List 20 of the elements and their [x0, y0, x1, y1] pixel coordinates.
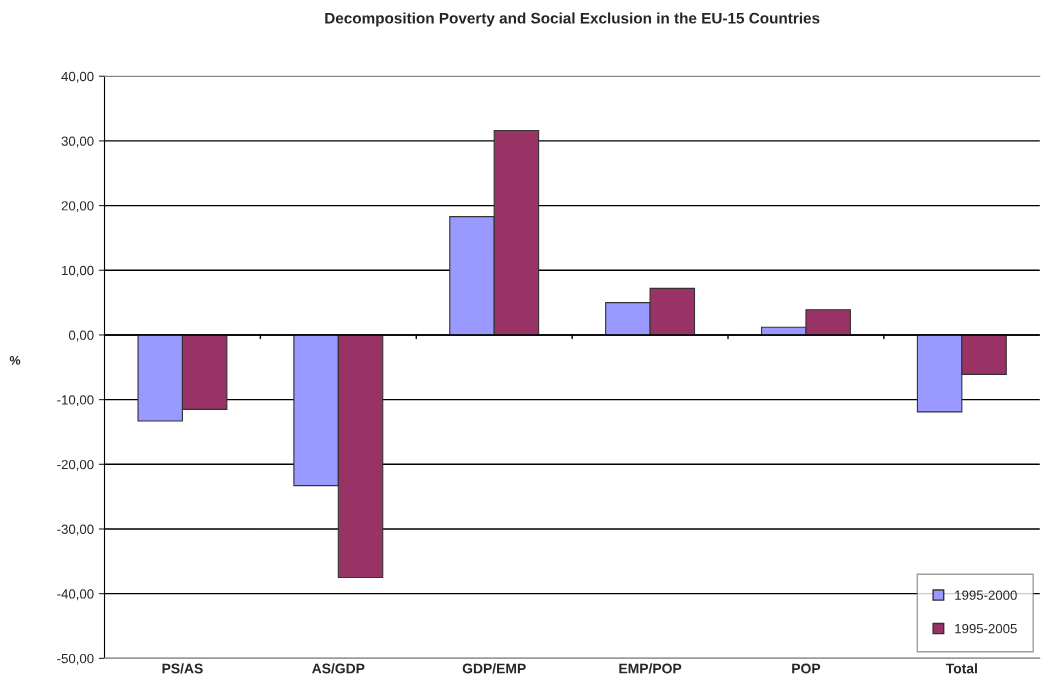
y-tick-label: 0,00: [68, 330, 94, 342]
x-tick-label: EMP/POP: [619, 663, 682, 674]
y-axis-title: %: [9, 356, 21, 365]
y-tick-label: 20,00: [61, 201, 94, 213]
y-tick-label: -20,00: [57, 459, 94, 471]
y-tick-label: -10,00: [57, 395, 94, 407]
x-tick-label: POP: [792, 663, 821, 674]
x-tick-label: Total: [945, 663, 977, 674]
legend-label: 1995-2000: [955, 590, 1017, 600]
x-tick-label: GDP/EMP: [462, 663, 526, 674]
y-tick-label: 40,00: [61, 71, 94, 83]
y-tick-label: -50,00: [57, 653, 94, 665]
x-tick-label: AS/GDP: [312, 663, 365, 674]
y-tick-label: -30,00: [57, 524, 94, 536]
legend-label: 1995-2005: [955, 623, 1017, 634]
y-tick-label: 10,00: [62, 265, 94, 277]
y-tick-label: 30,00: [61, 136, 94, 148]
chart-title: Decomposition Poverty and Social Exclusion in the EU-15 Countries: [325, 12, 820, 27]
y-tick-label: -40,00: [57, 589, 94, 601]
x-tick-label: PS/AS: [162, 663, 203, 674]
